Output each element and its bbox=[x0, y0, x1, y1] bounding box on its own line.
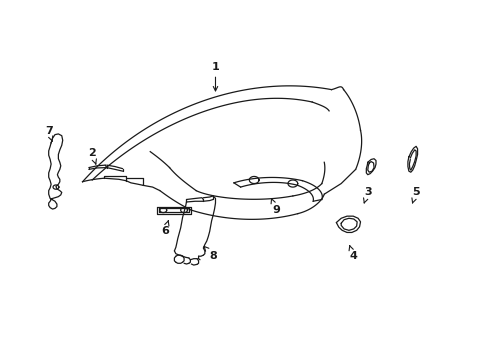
Text: 8: 8 bbox=[204, 246, 217, 261]
Text: 2: 2 bbox=[88, 148, 96, 164]
Text: 6: 6 bbox=[161, 221, 168, 237]
Text: 1: 1 bbox=[211, 62, 219, 91]
Text: 7: 7 bbox=[45, 126, 53, 141]
Text: 4: 4 bbox=[348, 246, 356, 261]
Text: 5: 5 bbox=[411, 188, 419, 203]
Text: 9: 9 bbox=[270, 199, 279, 215]
Text: 3: 3 bbox=[363, 188, 371, 203]
